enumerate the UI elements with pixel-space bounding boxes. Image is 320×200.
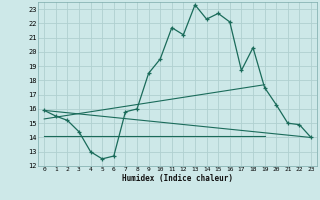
X-axis label: Humidex (Indice chaleur): Humidex (Indice chaleur)	[122, 174, 233, 183]
